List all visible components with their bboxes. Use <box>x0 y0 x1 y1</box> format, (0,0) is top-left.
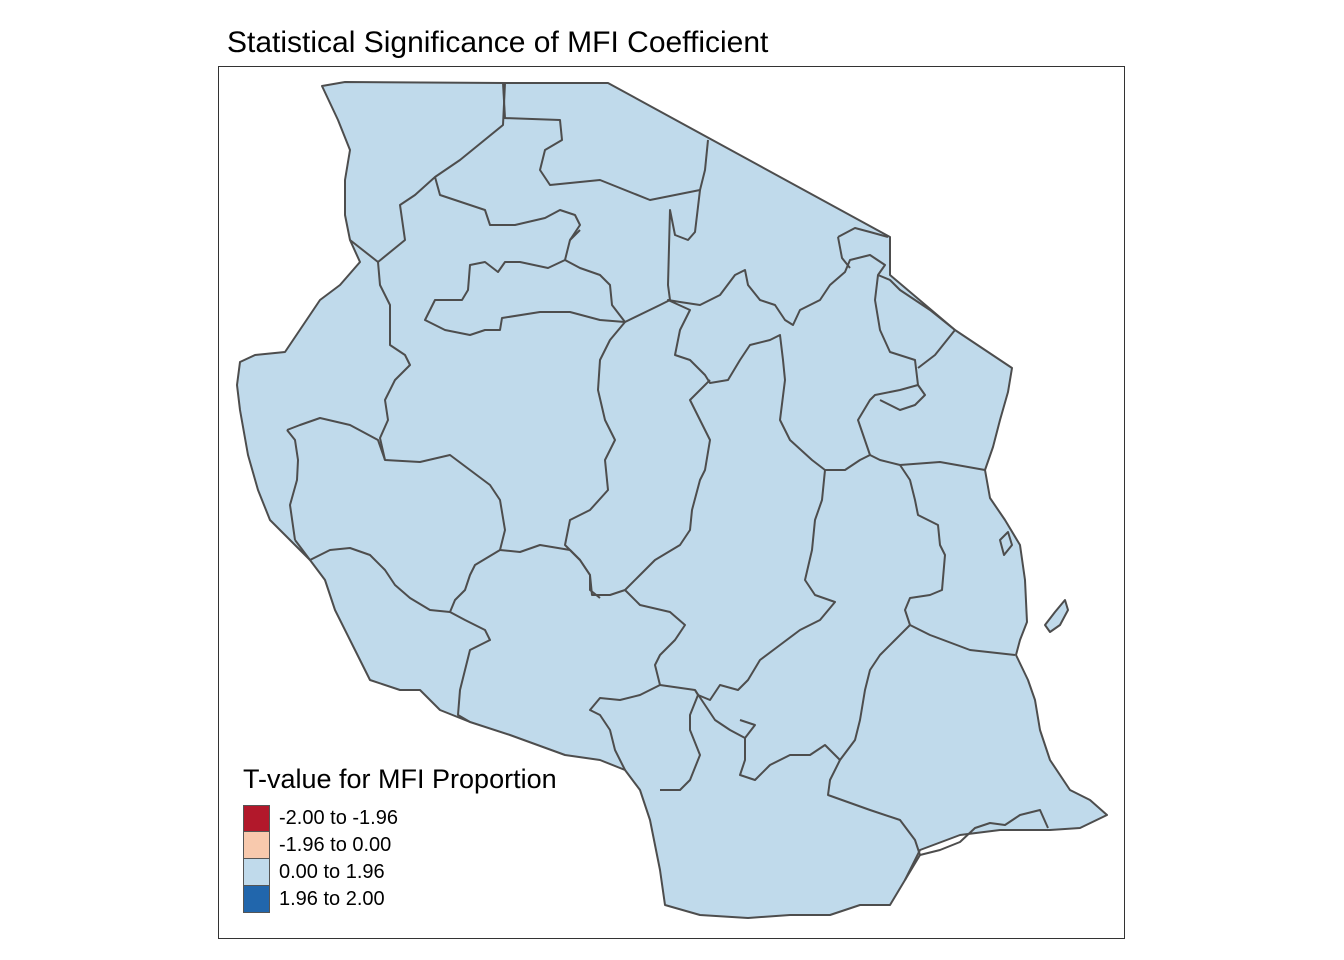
legend-item: -1.96 to 0.00 <box>243 832 557 859</box>
country-outline <box>236 81 1108 919</box>
legend-label: 1.96 to 2.00 <box>279 888 385 910</box>
region-boundaries <box>286 82 1049 881</box>
legend-items: -2.00 to -1.96 -1.96 to 0.00 0.00 to 1.9… <box>243 805 557 913</box>
map-frame <box>218 66 1125 939</box>
legend-label: 0.00 to 1.96 <box>279 861 385 883</box>
legend-item: 1.96 to 2.00 <box>243 886 557 913</box>
legend-item: 0.00 to 1.96 <box>243 859 557 886</box>
legend-swatch <box>243 832 270 859</box>
legend-swatch <box>243 886 270 913</box>
legend-label: -1.96 to 0.00 <box>279 834 392 856</box>
map-legend: T-value for MFI Proportion -2.00 to -1.9… <box>243 763 557 913</box>
legend-swatch <box>243 805 270 832</box>
legend-label: -2.00 to -1.96 <box>279 807 398 829</box>
island-mafia <box>999 531 1013 556</box>
map-title: Statistical Significance of MFI Coeffici… <box>227 26 769 59</box>
legend-item: -2.00 to -1.96 <box>243 805 557 832</box>
island-zanzibar <box>1044 599 1069 633</box>
legend-swatch <box>243 859 270 886</box>
legend-title: T-value for MFI Proportion <box>243 764 557 794</box>
